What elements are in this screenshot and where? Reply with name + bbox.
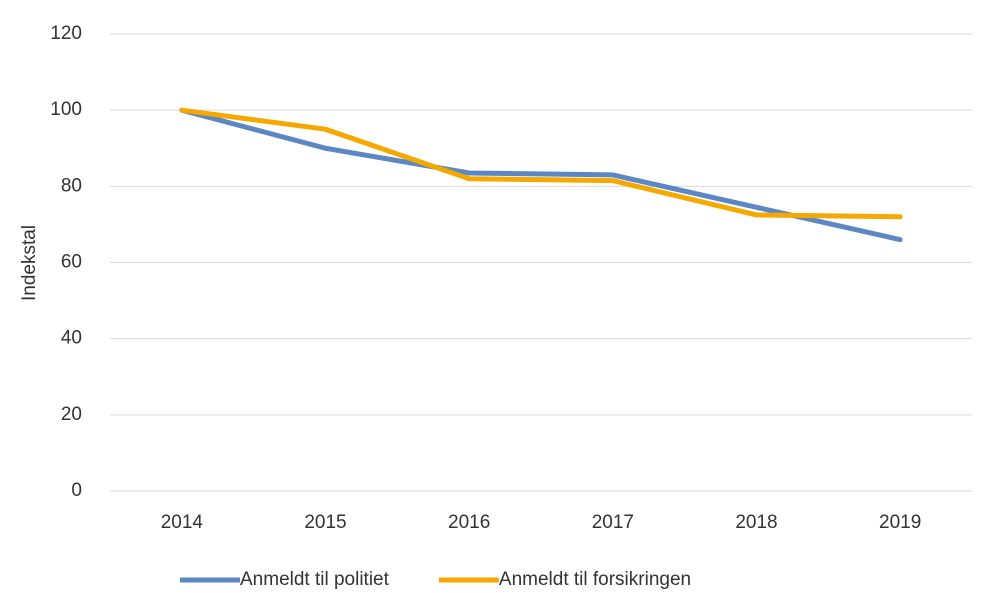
y-tick-label: 20 [61, 404, 82, 425]
y-axis-title: Indekstal [19, 225, 40, 301]
series-line [179, 107, 903, 220]
x-tick-label: 2014 [161, 512, 204, 533]
y-tick-label: 60 [61, 252, 82, 273]
legend-label: Anmeldt til forsikringen [499, 569, 691, 590]
legend-label: Anmeldt til politiet [240, 569, 390, 590]
x-tick-label: 2016 [448, 512, 490, 533]
x-tick-label: 2015 [304, 512, 346, 533]
x-tick-label: 2018 [735, 512, 777, 533]
x-tick-label: 2017 [592, 512, 634, 533]
series-line [179, 107, 903, 243]
y-tick-label: 80 [61, 175, 82, 196]
y-tick-label: 120 [50, 23, 82, 44]
y-tick-label: 0 [71, 480, 82, 501]
y-tick-label: 100 [50, 99, 82, 120]
x-tick-label: 2019 [879, 512, 921, 533]
y-tick-label: 40 [61, 328, 82, 349]
